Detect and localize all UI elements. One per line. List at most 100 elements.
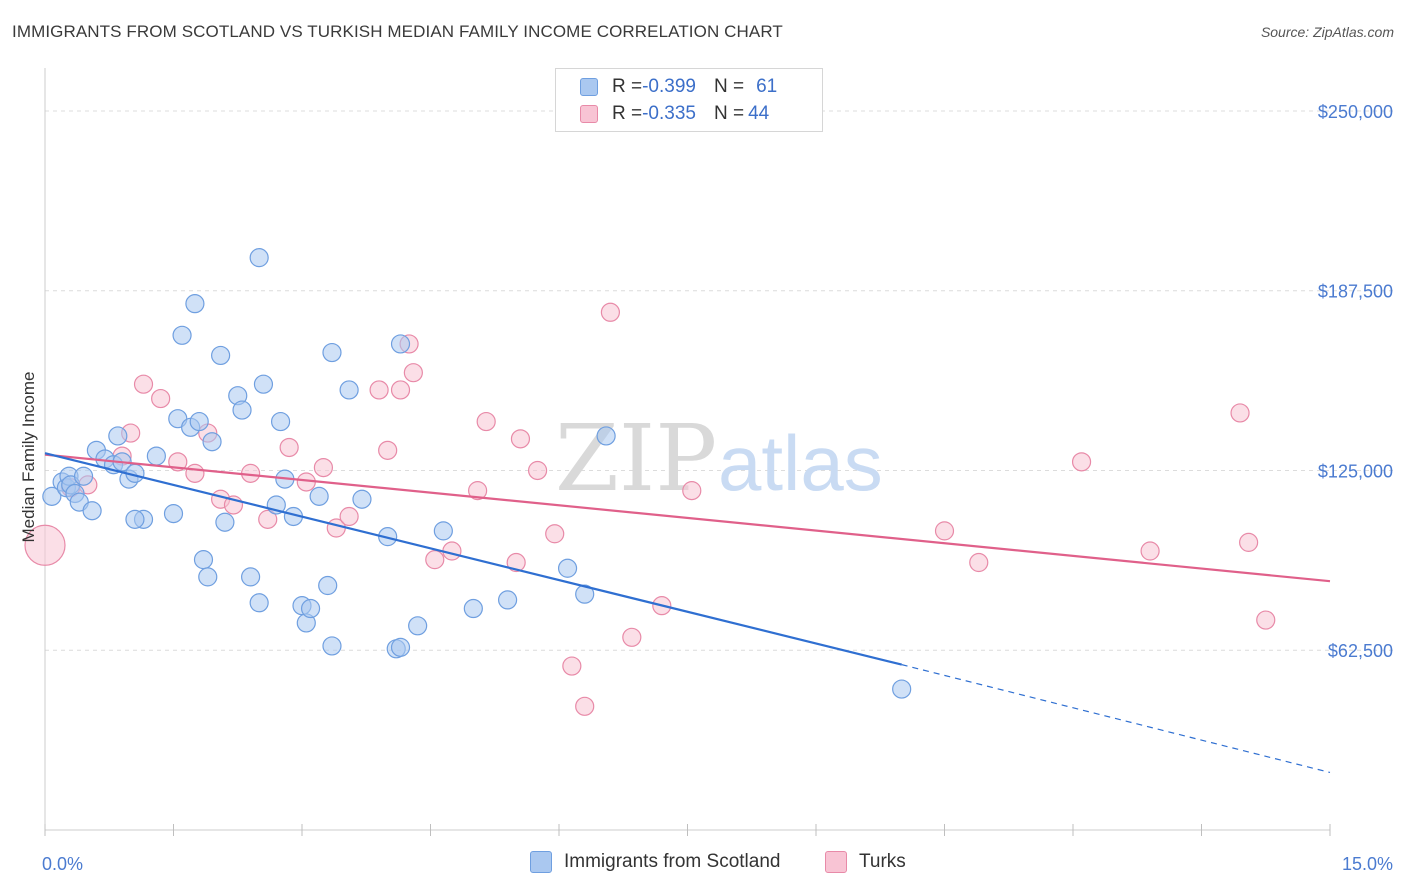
scotland-point <box>498 590 518 610</box>
y-tick-label: $250,000 <box>1318 102 1393 122</box>
bottom-legend-swatch-scotland <box>530 851 552 873</box>
bottom-legend-label-turks: Turks <box>859 851 906 872</box>
scotland-point <box>42 486 62 506</box>
turks-point <box>1230 403 1250 423</box>
scotland-point <box>241 567 261 587</box>
chart-title: IMMIGRANTS FROM SCOTLAND VS TURKISH MEDI… <box>12 22 783 41</box>
watermark-atlas: atlas <box>718 419 883 507</box>
turks-point <box>969 552 989 573</box>
y-tick-label: $187,500 <box>1318 282 1393 302</box>
turks-point <box>390 380 411 400</box>
scotland-point <box>408 616 428 636</box>
trend-lines <box>44 452 1331 774</box>
legend-row-scotland: R = -0.399 N = 61 <box>556 73 777 101</box>
scotland-point <box>202 432 222 452</box>
legend-n-value: 61 <box>756 76 778 97</box>
scotland-point <box>390 637 411 657</box>
turks-point <box>258 509 278 529</box>
scotland-point <box>433 521 453 541</box>
legend-r-value: -0.335 <box>642 103 696 124</box>
bottom-legend-label-scotland: Immigrants from Scotland <box>564 851 781 872</box>
turks-point <box>403 363 423 383</box>
turks-point <box>378 440 398 460</box>
turks-point <box>476 411 496 432</box>
scotland-point <box>232 400 252 420</box>
y-axis-label: Median Family Income <box>19 371 38 542</box>
axes <box>44 68 1331 836</box>
turks-point <box>527 460 548 481</box>
legend-n-value: 44 <box>748 103 770 124</box>
turks-point <box>313 458 334 478</box>
turks-point <box>279 437 299 458</box>
scotland-point <box>253 374 274 394</box>
turks-point <box>468 481 488 501</box>
scotland-point <box>322 342 342 363</box>
turks-point <box>562 656 582 676</box>
scotland-point <box>215 512 235 532</box>
scotland-point <box>463 598 483 619</box>
scotland-point <box>163 504 184 524</box>
turks-point <box>510 429 531 449</box>
legend-r-label: R = <box>612 76 643 97</box>
turks-point <box>24 524 66 566</box>
legend-swatch-turks <box>580 105 598 123</box>
scotland-point <box>557 558 578 578</box>
turks-point <box>425 550 445 570</box>
y-tick-label: $62,500 <box>1328 641 1393 661</box>
turks-point <box>934 521 955 541</box>
legend-row-turks: R = -0.335 N = 44 <box>556 100 769 128</box>
scotland-point <box>249 248 269 268</box>
bottom-legend-swatch-turks <box>825 851 847 873</box>
turks-point <box>575 696 595 716</box>
scotland-point <box>198 567 218 587</box>
scotland-point <box>108 426 128 446</box>
y-tick-labels: $62,500 $125,000 $187,500 $250,000 <box>1318 102 1393 661</box>
turks-point <box>1239 532 1259 552</box>
legend-swatch-scotland <box>580 78 598 96</box>
turks-point <box>151 388 171 409</box>
scotland-point <box>172 325 192 345</box>
y-tick-label: $125,000 <box>1318 461 1393 481</box>
turks-point <box>1071 452 1092 472</box>
turks-trend-line <box>44 453 1331 583</box>
legend-r-label: R = <box>612 103 643 124</box>
turks-point <box>622 627 642 647</box>
scotland-point <box>352 489 372 509</box>
bottom-legend-scotland: Immigrants from Scotland <box>530 851 780 873</box>
scotland-point <box>146 446 166 466</box>
scotland-point <box>270 411 291 432</box>
scotland-point <box>211 345 231 366</box>
x-tick-labels: 0.0% 15.0% <box>42 854 1393 874</box>
bottom-legend-turks: Turks <box>825 851 906 873</box>
scotland-point <box>185 294 205 314</box>
x-tick-label: 0.0% <box>42 854 83 874</box>
turks-point <box>682 481 702 501</box>
scotland-point <box>318 575 338 596</box>
scotland-point <box>125 509 145 529</box>
scotland-trend-line <box>44 452 902 666</box>
turks-point <box>185 463 205 483</box>
scotland-point <box>300 598 321 619</box>
scotland-point <box>322 636 342 656</box>
scotland-point <box>309 486 329 506</box>
chart-source: Source: ZipAtlas.com <box>1260 24 1394 40</box>
scotland-point <box>193 550 214 570</box>
correlation-legend: R = -0.399 N = 61 R = -0.335 N = 44 <box>555 68 823 132</box>
turks-point <box>369 380 389 400</box>
scotland-point <box>249 593 269 613</box>
scotland-point <box>575 584 595 604</box>
series-turks-points <box>24 302 1276 716</box>
x-tick-label: 15.0% <box>1342 854 1393 874</box>
turks-point <box>545 524 565 544</box>
scotland-point <box>189 411 209 432</box>
scotland-point <box>73 466 94 486</box>
scotland-point <box>596 426 616 446</box>
turks-point <box>133 374 154 394</box>
legend-n-label: N = <box>713 76 745 97</box>
scotland-point <box>82 501 102 521</box>
turks-point <box>506 552 526 573</box>
legend-n-label: N = <box>713 103 745 124</box>
legend-r-value: -0.399 <box>642 76 696 97</box>
scotland-point <box>892 679 912 699</box>
